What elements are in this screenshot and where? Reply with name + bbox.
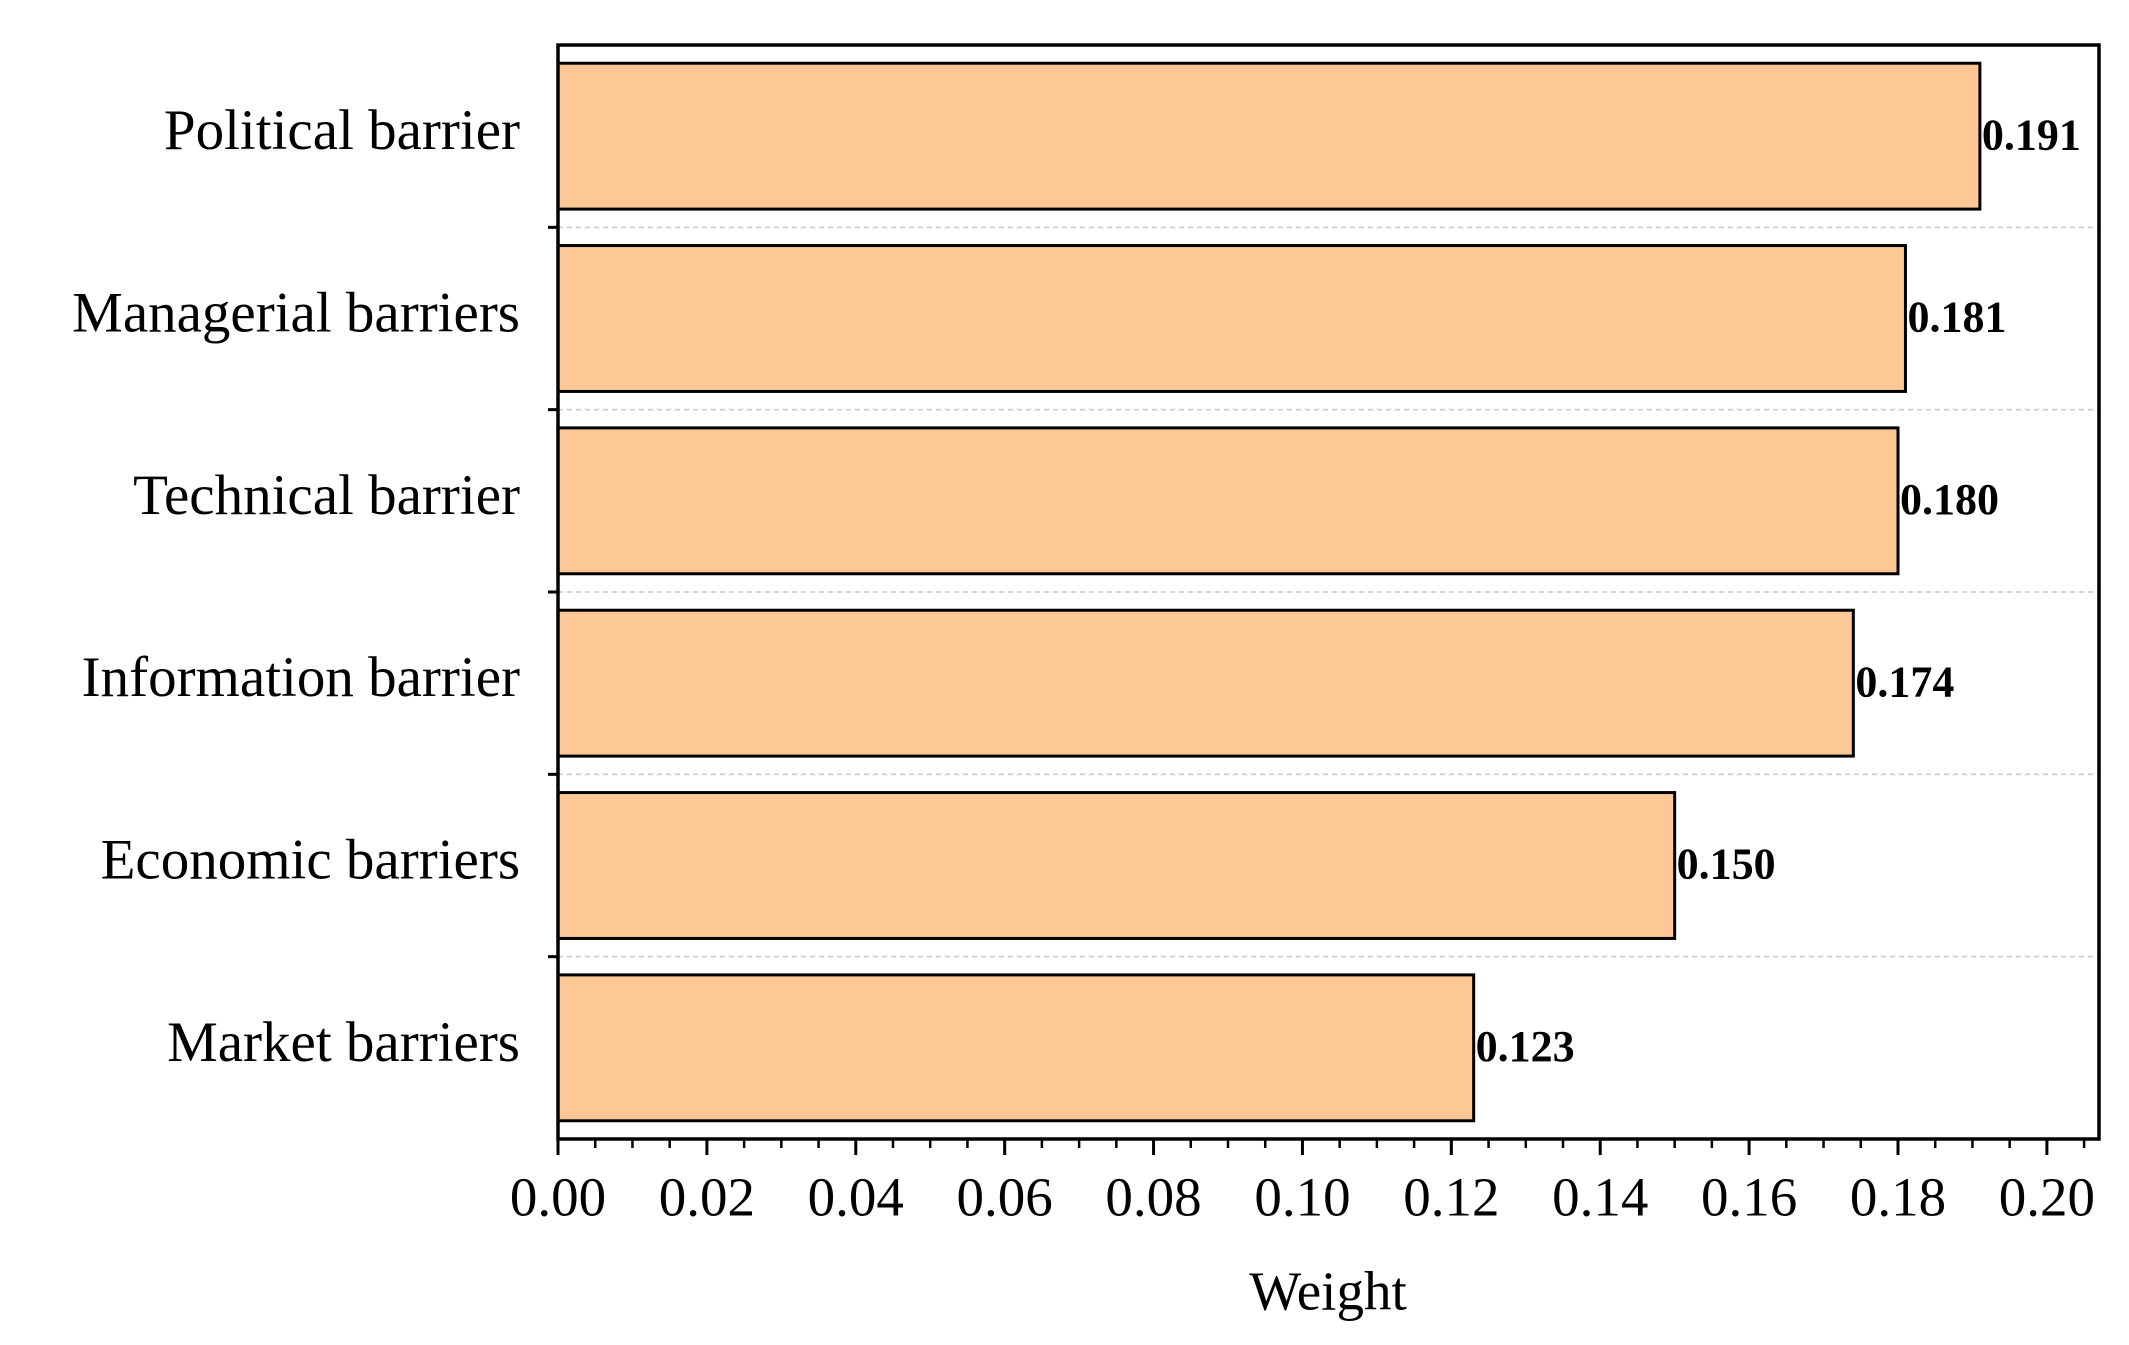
x-tick-label: 0.12 [1403,1167,1499,1228]
x-tick-label: 0.20 [1999,1167,2095,1228]
bar [556,244,1907,393]
bar [556,608,1855,758]
bar [556,61,1982,211]
bar [556,791,1677,940]
x-tick-label: 0.02 [659,1167,755,1228]
y-tick-label: Economic barriers [101,829,520,892]
x-tick-label: 0.00 [510,1167,606,1228]
x-tick-label: 0.06 [957,1167,1053,1228]
y-tick-label: Technical barrier [133,464,520,527]
x-tick-label: 0.18 [1850,1167,1946,1228]
y-tick-label: Political barrier [164,99,520,162]
plot-frame [556,43,2101,1141]
y-tick-label: Market barriers [167,1011,520,1074]
value-label: 0.150 [1677,840,1776,889]
x-tick-label: 0.04 [808,1167,904,1228]
x-tick-label: 0.10 [1254,1167,1350,1228]
value-label: 0.180 [1900,475,1999,524]
value-label: 0.174 [1855,657,1954,706]
bar [556,973,1476,1123]
x-tick-label: 0.14 [1552,1167,1648,1228]
value-label: 0.191 [1982,110,2081,159]
x-tick-label: 0.16 [1701,1167,1797,1228]
x-axis-title: Weight [1249,1261,1406,1322]
y-tick-label: Managerial barriers [72,282,520,345]
y-tick-label: Information barrier [82,646,520,709]
bar [556,426,1900,576]
value-label: 0.123 [1476,1022,1575,1071]
x-tick-label: 0.08 [1105,1167,1201,1228]
value-label: 0.181 [1907,293,2006,342]
